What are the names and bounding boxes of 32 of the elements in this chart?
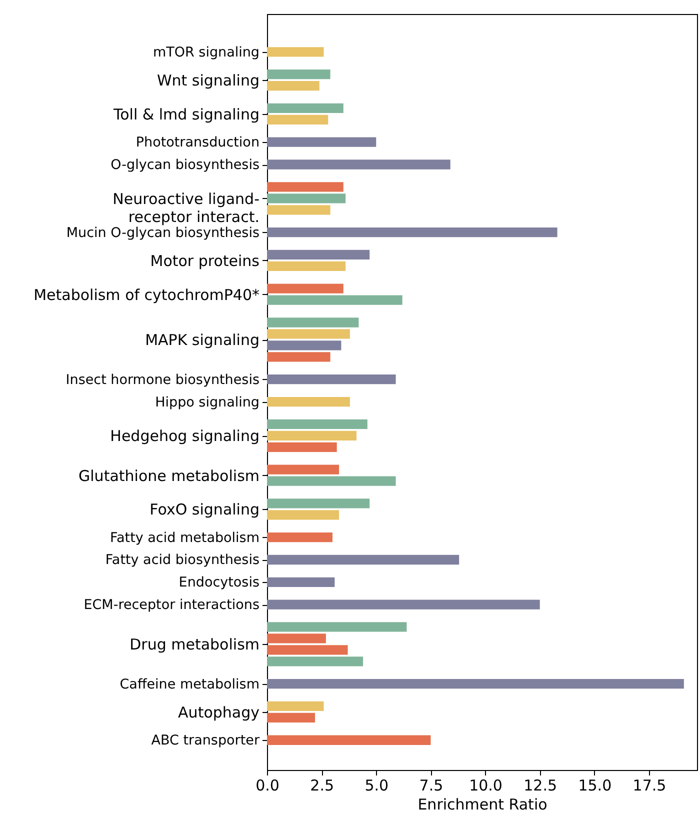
y-tick-label: Hedgehog signaling	[110, 427, 260, 446]
y-tick-label: Endocytosis	[178, 574, 260, 591]
y-tick-label: Motor proteins	[150, 252, 260, 270]
x-tick-label: 12.5	[524, 776, 558, 794]
y-tick-label: Drug metabolism	[130, 636, 260, 654]
y-tick-label: Fatty acid biosynthesis	[105, 552, 260, 568]
y-tick-label: Caffeine metabolism	[120, 676, 260, 692]
y-tick-label: ABC transporter	[151, 732, 260, 749]
x-tick-label: 10.0	[469, 776, 502, 794]
y-tick-label: Metabolism of cytochromP40*	[34, 286, 260, 304]
y-tick-label: O-glycan biosynthesis	[110, 157, 260, 174]
y-tick-label: Hippo signaling	[155, 394, 260, 410]
x-tick-label: 7.5	[419, 776, 444, 794]
y-tick-label: ECM-receptor interactions	[84, 597, 260, 614]
y-tick-label: FoxO signaling	[150, 500, 260, 519]
y-tick-label: MAPK signaling	[145, 331, 260, 350]
y-tick-label: Mucin O-glycan biosynthesis	[66, 224, 260, 241]
y-tick-label: Neuroactive ligand-receptor interact.	[112, 190, 260, 226]
y-tick-label: Toll & lmd signaling	[112, 105, 260, 124]
x-axis-title: Enrichment Ratio	[418, 796, 548, 814]
y-tick-label: mTOR signaling	[152, 44, 260, 60]
y-tick-label: Glutathione metabolism	[78, 466, 260, 485]
y-tick-label: Insect hormone biosynthesis	[66, 372, 260, 388]
y-tick-label: Fatty acid metabolism	[110, 530, 260, 546]
x-tick-label: 17.5	[632, 776, 666, 794]
x-tick-label: 0.0	[256, 776, 280, 794]
x-tick-label: 15.0	[578, 776, 612, 794]
y-tick-label: Wnt signaling	[156, 72, 260, 90]
x-tick-label: 2.5	[310, 776, 334, 794]
y-tick-label: Autophagy	[178, 703, 260, 722]
x-tick-label: 5.0	[364, 776, 389, 794]
y-tick-label: Phototransduction	[136, 134, 260, 151]
